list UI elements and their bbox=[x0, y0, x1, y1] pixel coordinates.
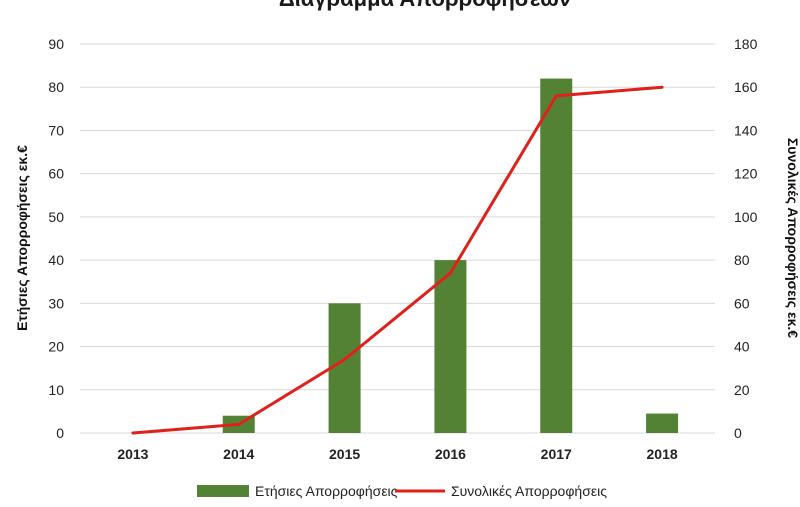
left-axis-ticks: 0 10 20 30 40 50 60 70 80 90 bbox=[48, 36, 64, 441]
left-tick-label: 20 bbox=[48, 339, 64, 355]
right-axis-title: Συνολικές Απορροφήσεις εκ.€ bbox=[785, 138, 800, 338]
bar bbox=[646, 413, 679, 433]
right-tick-label: 80 bbox=[734, 252, 750, 268]
left-tick-label: 40 bbox=[48, 252, 64, 268]
legend-bar-swatch bbox=[197, 485, 249, 497]
right-axis-ticks: 0 20 40 60 80 100 120 140 160 180 bbox=[734, 36, 758, 441]
left-tick-label: 60 bbox=[48, 166, 64, 182]
line-point bbox=[131, 431, 135, 435]
x-tick-label: 2015 bbox=[329, 446, 360, 462]
left-tick-label: 30 bbox=[48, 295, 64, 311]
left-tick-label: 10 bbox=[48, 382, 64, 398]
bar bbox=[434, 260, 467, 433]
right-tick-label: 120 bbox=[734, 166, 758, 182]
x-tick-label: 2013 bbox=[117, 446, 148, 462]
gridlines bbox=[80, 43, 715, 434]
left-tick-label: 70 bbox=[48, 122, 64, 138]
left-tick-label: 0 bbox=[56, 425, 64, 441]
line-point bbox=[343, 358, 347, 362]
left-tick-label: 50 bbox=[48, 209, 64, 225]
x-tick-label: 2016 bbox=[435, 446, 466, 462]
line-point bbox=[554, 94, 558, 98]
bar-series bbox=[222, 78, 679, 434]
bar bbox=[540, 78, 573, 434]
legend-line-label: Συνολικές Απορροφήσεις bbox=[451, 483, 607, 499]
right-tick-label: 180 bbox=[734, 36, 758, 52]
x-tick-label: 2017 bbox=[541, 446, 572, 462]
left-axis-title: Ετήσιες Απορροφήσεις εκ.€ bbox=[14, 145, 30, 331]
line-path bbox=[132, 85, 663, 435]
bar bbox=[328, 303, 361, 433]
chart-title: Διάγραμμα Απορροφήσεων bbox=[279, 0, 571, 11]
left-tick-label: 80 bbox=[48, 79, 64, 95]
right-tick-label: 0 bbox=[734, 425, 742, 441]
line-series bbox=[131, 85, 664, 435]
right-tick-label: 40 bbox=[734, 339, 750, 355]
right-tick-label: 160 bbox=[734, 79, 758, 95]
legend-bar-label: Ετήσιες Απορροφήσεις bbox=[255, 483, 398, 499]
line-point bbox=[237, 422, 241, 426]
x-tick-label: 2014 bbox=[223, 446, 254, 462]
line-point bbox=[660, 85, 664, 89]
x-tick-label: 2018 bbox=[647, 446, 678, 462]
left-tick-label: 90 bbox=[48, 36, 64, 52]
legend: Ετήσιες Απορροφήσεις Συνολικές Απορροφήσ… bbox=[197, 483, 607, 499]
right-tick-label: 140 bbox=[734, 122, 758, 138]
right-tick-label: 100 bbox=[734, 209, 758, 225]
line-point bbox=[448, 271, 452, 275]
x-axis-ticks: 2013 2014 2015 2016 2017 2018 bbox=[117, 446, 678, 462]
right-tick-label: 60 bbox=[734, 295, 750, 311]
right-tick-label: 20 bbox=[734, 382, 750, 398]
